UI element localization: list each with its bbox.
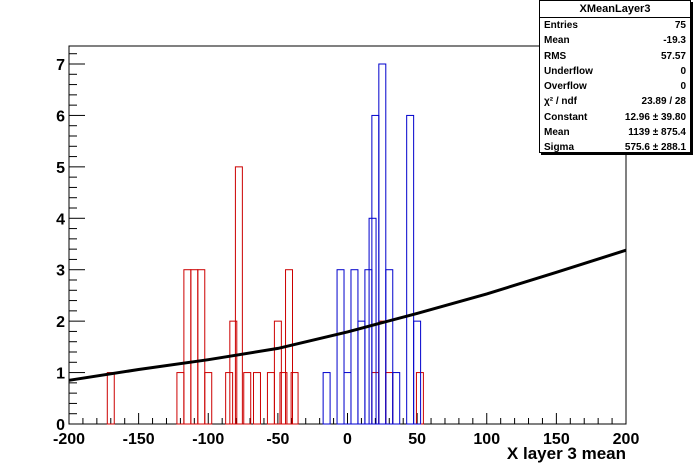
- stats-value: 0: [680, 65, 686, 77]
- histogram-bin: [229, 320, 238, 425]
- y-tick-label: 1: [56, 366, 65, 383]
- histogram-bin: [253, 372, 261, 425]
- stats-value: 23.89 / 28: [641, 96, 686, 108]
- stats-label: Constant: [544, 111, 588, 123]
- histogram-bin: [204, 372, 213, 425]
- stats-label: Underflow: [544, 65, 593, 77]
- stats-row: Mean 1139 ± 875.4: [540, 125, 690, 140]
- histogram-bin: [243, 372, 252, 425]
- stats-value: 75: [674, 20, 686, 31]
- stats-label: Mean: [544, 127, 570, 139]
- histogram-bin: [350, 269, 359, 425]
- x-tick-label: 200: [613, 431, 640, 448]
- histogram-bin: [378, 320, 387, 425]
- stats-row: Constant 12.96 ± 39.80: [540, 110, 690, 125]
- y-tick-label: 5: [56, 160, 65, 177]
- stats-value: 575.6 ± 288.1: [624, 142, 686, 154]
- histogram-bin: [357, 320, 366, 425]
- histogram-bin: [322, 372, 331, 425]
- stats-label: Entries: [544, 20, 578, 31]
- stats-value: -19.3: [663, 35, 686, 47]
- stats-row: χ² / ndf 23.89 / 28: [540, 94, 690, 109]
- histogram-bin: [378, 63, 387, 425]
- histogram-bin: [385, 269, 394, 425]
- histogram-bin: [106, 372, 115, 425]
- axis-tick-labels: -200 -150 -100 -50 0 50 100 150 200 0 1 2 3 4 5 6 7: [53, 57, 639, 448]
- histogram-bin: [364, 269, 373, 425]
- stats-value: 1139 ± 875.4: [628, 127, 686, 139]
- y-tick-label: 3: [56, 263, 65, 280]
- histogram-bin: [371, 372, 380, 425]
- histogram-bin: [190, 269, 199, 425]
- x-tick-label: 50: [408, 431, 426, 448]
- histogram-bin: [290, 372, 299, 425]
- stats-value: 57.57: [660, 50, 686, 62]
- y-tick-label: 2: [56, 314, 65, 331]
- histogram-bin: [234, 166, 243, 425]
- stats-label: Overflow: [544, 81, 587, 93]
- histogram-bin: [183, 269, 192, 425]
- x-tick-label: 0: [343, 431, 352, 448]
- stats-value: 12.96 ± 39.80: [624, 111, 686, 123]
- x-tick-label: -50: [266, 431, 289, 448]
- y-tick-label: 7: [56, 57, 65, 74]
- stats-row: Overflow 0: [540, 79, 690, 94]
- x-tick-label: 150: [543, 431, 570, 448]
- x-axis-label: X layer 3 mean: [506, 444, 626, 463]
- histogram-bins: [106, 63, 424, 425]
- y-tick-label: 6: [56, 108, 65, 125]
- histogram-bin: [392, 372, 401, 425]
- stats-row: Sigma 575.6 ± 288.1: [540, 140, 690, 155]
- stats-label: Sigma: [544, 142, 575, 154]
- x-tick-label: 100: [473, 431, 500, 448]
- axis-ticks: [68, 53, 627, 425]
- y-tick-label: 0: [56, 417, 65, 434]
- stats-label: Mean: [544, 35, 570, 47]
- histogram-bin: [385, 372, 394, 425]
- stats-box: XMeanLayer3 Entries 75 Mean -19.3 RMS 57.57 Un…: [539, 0, 691, 153]
- stats-row: Underflow 0: [540, 64, 690, 79]
- histogram-bin: [266, 372, 275, 425]
- fit-curve: [68, 248, 627, 382]
- histogram-bin: [413, 320, 422, 425]
- stats-row: RMS 57.57: [540, 49, 690, 64]
- stats-row: Entries 75: [540, 18, 690, 33]
- histogram-bin: [406, 114, 415, 425]
- histogram-bin: [371, 114, 380, 425]
- histogram-bin: [279, 372, 288, 425]
- histogram-bin: [336, 269, 345, 425]
- y-tick-label: 4: [56, 211, 65, 228]
- fit-line: [68, 248, 627, 382]
- histogram-bin: [197, 269, 206, 425]
- stats-title: XMeanLayer3: [540, 1, 690, 18]
- x-tick-label: -100: [192, 431, 224, 448]
- x-tick-label: -150: [123, 431, 155, 448]
- stats-row: Mean -19.3: [540, 33, 690, 48]
- stats-label: RMS: [544, 50, 567, 62]
- stats-label: χ² / ndf: [544, 96, 577, 108]
- histogram-bin: [368, 217, 377, 425]
- stats-value: 0: [680, 81, 686, 93]
- histogram-bin: [176, 372, 185, 425]
- x-tick-label: -200: [53, 431, 85, 448]
- histogram-bin: [225, 372, 234, 425]
